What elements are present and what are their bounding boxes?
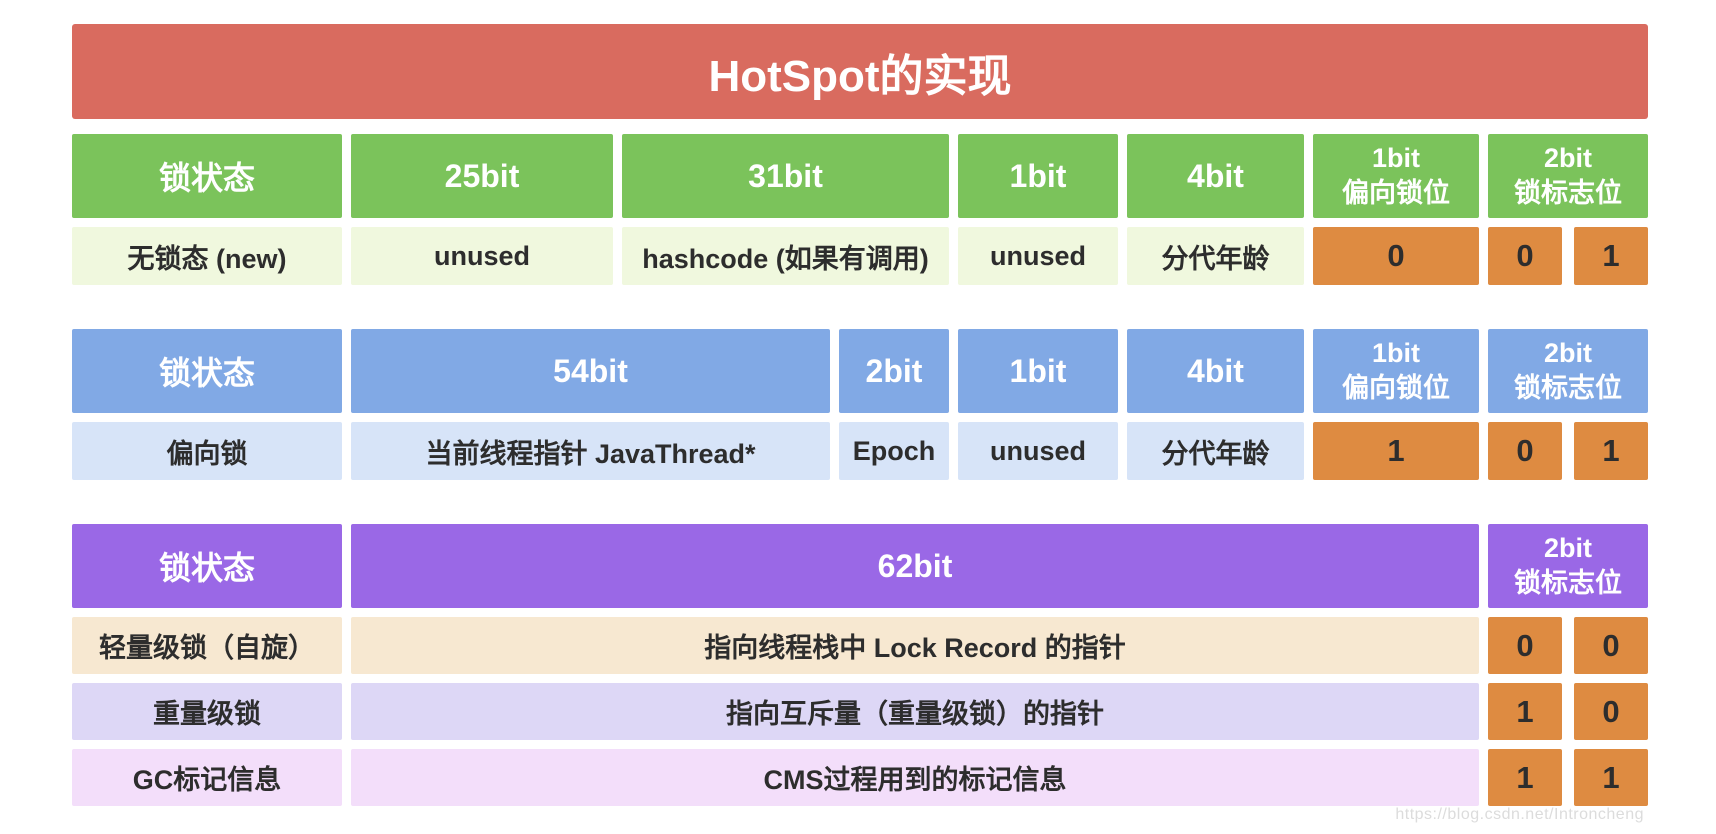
t2-cell-unused: unused — [958, 422, 1118, 480]
t1-header-25bit: 25bit — [351, 134, 613, 218]
t1-cell-hashcode: hashcode (如果有调用) — [622, 227, 949, 285]
t2-header-1bit: 1bit — [958, 329, 1118, 413]
t2-header-2bit: 2bit — [839, 329, 949, 413]
table3-row-gcmark: GC标记信息 CMS过程用到的标记信息 1 1 — [72, 749, 1648, 806]
t3-cell-lightweight-pointer: 指向线程栈中 Lock Record 的指针 — [351, 617, 1479, 674]
table2-data-row: 偏向锁 当前线程指针 JavaThread* Epoch unused 分代年龄… — [72, 422, 1648, 480]
t2-header-lock-state: 锁状态 — [72, 329, 342, 413]
t2-header-4bit: 4bit — [1127, 329, 1304, 413]
t1-header-bias-bit-line1: 1bit — [1371, 142, 1420, 173]
t1-header-lock-flag: 2bit 锁标志位 — [1488, 134, 1648, 218]
t2-cell-thread-pointer: 当前线程指针 JavaThread* — [351, 422, 830, 480]
t3-cell-row3-flag1: 1 — [1488, 749, 1562, 806]
t2-cell-flag2: 1 — [1574, 422, 1648, 480]
t3-cell-gcmark-info: CMS过程用到的标记信息 — [351, 749, 1479, 806]
t1-header-lock-flag-line2: 锁标志位 — [1514, 178, 1622, 208]
t2-cell-epoch: Epoch — [839, 422, 949, 480]
t1-header-bias-bit-line2: 偏向锁位 — [1342, 178, 1450, 208]
t2-header-bias-bit-line1: 1bit — [1371, 337, 1420, 368]
title-bar: HotSpot的实现 — [72, 24, 1648, 119]
t1-cell-gc-age: 分代年龄 — [1127, 227, 1304, 285]
table1-header-row: 锁状态 25bit 31bit 1bit 4bit 1bit 偏向锁位 2bit… — [72, 134, 1648, 218]
t2-flag-cells: 0 1 — [1488, 422, 1648, 480]
t3-cell-row3-flag2: 1 — [1574, 749, 1648, 806]
t3-row3-flag-cells: 1 1 — [1488, 749, 1648, 806]
t2-cell-state: 偏向锁 — [72, 422, 342, 480]
t2-cell-gc-age: 分代年龄 — [1127, 422, 1304, 480]
table1-data-row: 无锁态 (new) unused hashcode (如果有调用) unused… — [72, 227, 1648, 285]
t2-cell-flag1: 0 — [1488, 422, 1562, 480]
t1-header-bias-bit: 1bit 偏向锁位 — [1313, 134, 1479, 218]
t3-cell-heavyweight-pointer: 指向互斥量（重量级锁）的指针 — [351, 683, 1479, 740]
t3-row2-flag-cells: 1 0 — [1488, 683, 1648, 740]
t3-header-lock-flag-line1: 2bit — [1543, 532, 1592, 563]
t3-cell-row2-flag2: 0 — [1574, 683, 1648, 740]
t3-cell-heavyweight-state: 重量级锁 — [72, 683, 342, 740]
t3-cell-lightweight-state: 轻量级锁（自旋） — [72, 617, 342, 674]
t3-cell-gcmark-state: GC标记信息 — [72, 749, 342, 806]
table2-header-row: 锁状态 54bit 2bit 1bit 4bit 1bit 偏向锁位 2bit … — [72, 329, 1648, 413]
t3-cell-row2-flag1: 1 — [1488, 683, 1562, 740]
t2-header-bias-bit-line2: 偏向锁位 — [1342, 373, 1450, 403]
t3-header-lock-flag: 2bit 锁标志位 — [1488, 524, 1648, 608]
t3-row1-flag-cells: 0 0 — [1488, 617, 1648, 674]
t1-cell-bias-value: 0 — [1313, 227, 1479, 285]
t2-header-54bit: 54bit — [351, 329, 830, 413]
t1-flag-cells: 0 1 — [1488, 227, 1648, 285]
t1-cell-unused-25: unused — [351, 227, 613, 285]
page-title: HotSpot的实现 — [708, 51, 1012, 101]
t3-header-lock-flag-line2: 锁标志位 — [1514, 568, 1622, 598]
t1-cell-flag2: 1 — [1574, 227, 1648, 285]
t1-header-lock-flag-line1: 2bit — [1543, 142, 1592, 173]
table3-row-lightweight: 轻量级锁（自旋） 指向线程栈中 Lock Record 的指针 0 0 — [72, 617, 1648, 674]
t3-header-lock-state: 锁状态 — [72, 524, 342, 608]
t2-header-lock-flag-line1: 2bit — [1543, 337, 1592, 368]
t3-cell-row1-flag2: 0 — [1574, 617, 1648, 674]
t1-header-lock-state: 锁状态 — [72, 134, 342, 218]
table3-header-row: 锁状态 62bit 2bit 锁标志位 — [72, 524, 1648, 608]
t2-header-bias-bit: 1bit 偏向锁位 — [1313, 329, 1479, 413]
t2-header-lock-flag-line2: 锁标志位 — [1514, 373, 1622, 403]
t3-cell-row1-flag1: 0 — [1488, 617, 1562, 674]
t1-header-1bit: 1bit — [958, 134, 1118, 218]
t2-cell-bias-value: 1 — [1313, 422, 1479, 480]
t3-header-62bit: 62bit — [351, 524, 1479, 608]
table3-row-heavyweight: 重量级锁 指向互斥量（重量级锁）的指针 1 0 — [72, 683, 1648, 740]
t1-cell-flag1: 0 — [1488, 227, 1562, 285]
t2-header-lock-flag: 2bit 锁标志位 — [1488, 329, 1648, 413]
csdn-watermark: https://blog.csdn.net/Introncheng — [1395, 806, 1644, 823]
t1-cell-unused-1: unused — [958, 227, 1118, 285]
t1-cell-state: 无锁态 (new) — [72, 227, 342, 285]
t1-header-31bit: 31bit — [622, 134, 949, 218]
t1-header-4bit: 4bit — [1127, 134, 1304, 218]
